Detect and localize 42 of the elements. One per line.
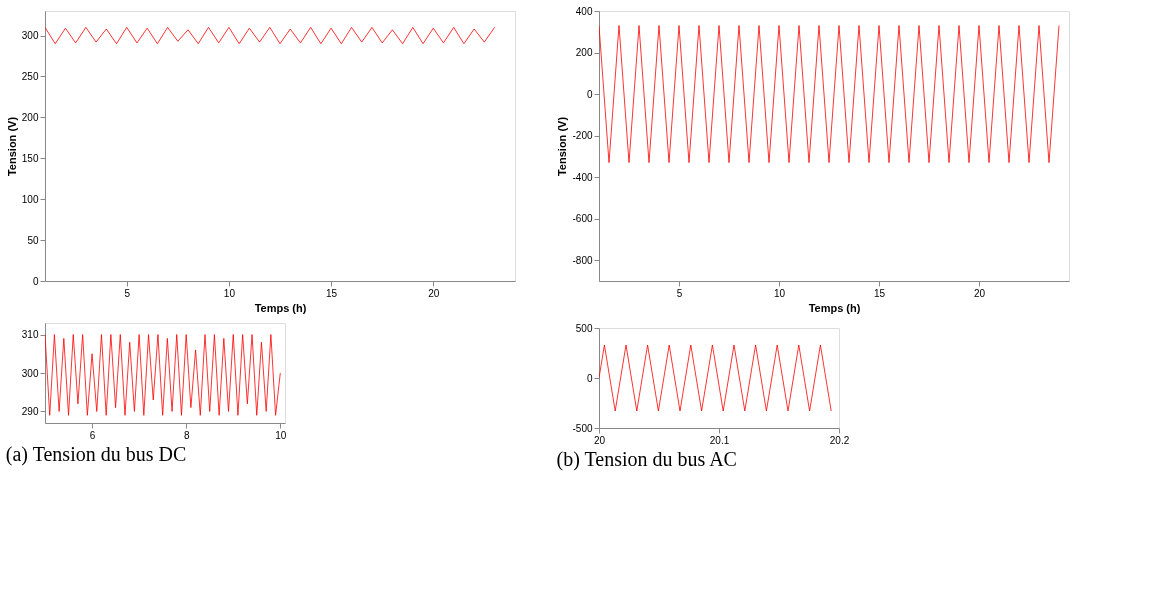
y-tick-label: 50 [27, 234, 39, 246]
y-axis-title: Tension (V) [556, 116, 569, 177]
y-tick-label: 150 [21, 152, 39, 164]
x-tick-label: 10 [275, 429, 287, 441]
x-tick-label: 20.1 [709, 434, 730, 446]
x-tick-label: 20 [973, 287, 986, 299]
text: (b) Tension du bus AC [556, 447, 737, 471]
y-tick-label: 200 [575, 47, 593, 59]
y-tick-label: 500 [575, 322, 593, 334]
y-axis-title: Tension (V) [5, 116, 18, 177]
x-tick-label: 20 [593, 434, 606, 446]
y-tick-label: 400 [575, 5, 593, 17]
x-axis-title: Temps (h) [254, 301, 307, 314]
y-tick-label: 0 [586, 372, 593, 384]
y-tick-label: 200 [21, 111, 39, 123]
y-tick-label: 0 [586, 88, 593, 100]
x-tick-label: 6 [89, 429, 96, 441]
y-tick-label: 0 [32, 275, 39, 287]
y-tick-label: 300 [21, 367, 39, 379]
x-tick-label: 8 [183, 429, 190, 441]
line-series [45, 26, 495, 45]
y-tick-label: -500 [572, 422, 593, 434]
x-tick-label: 20.2 [829, 434, 850, 446]
y-tick-label: 300 [21, 30, 39, 42]
y-tick-label: -800 [572, 254, 593, 266]
text: (a) Tension du bus DC [5, 442, 187, 466]
x-tick-label: 5 [124, 287, 131, 299]
y-tick-label: 310 [21, 329, 39, 341]
x-tick-label: 15 [326, 287, 338, 299]
y-tick-label: 290 [21, 405, 39, 417]
x-tick-label: 15 [873, 287, 886, 299]
x-tick-label: 5 [676, 287, 683, 299]
line-series [45, 334, 281, 416]
y-tick-label: -600 [572, 213, 593, 225]
y-tick-label: -200 [572, 130, 593, 142]
x-tick-label: 20 [428, 287, 440, 299]
x-axis-title: Temps (h) [808, 301, 861, 314]
y-tick-label: 100 [21, 193, 39, 205]
x-tick-label: 10 [223, 287, 236, 299]
y-tick-label: -400 [572, 171, 593, 183]
y-tick-label: 250 [21, 70, 39, 82]
x-tick-label: 10 [773, 287, 786, 299]
